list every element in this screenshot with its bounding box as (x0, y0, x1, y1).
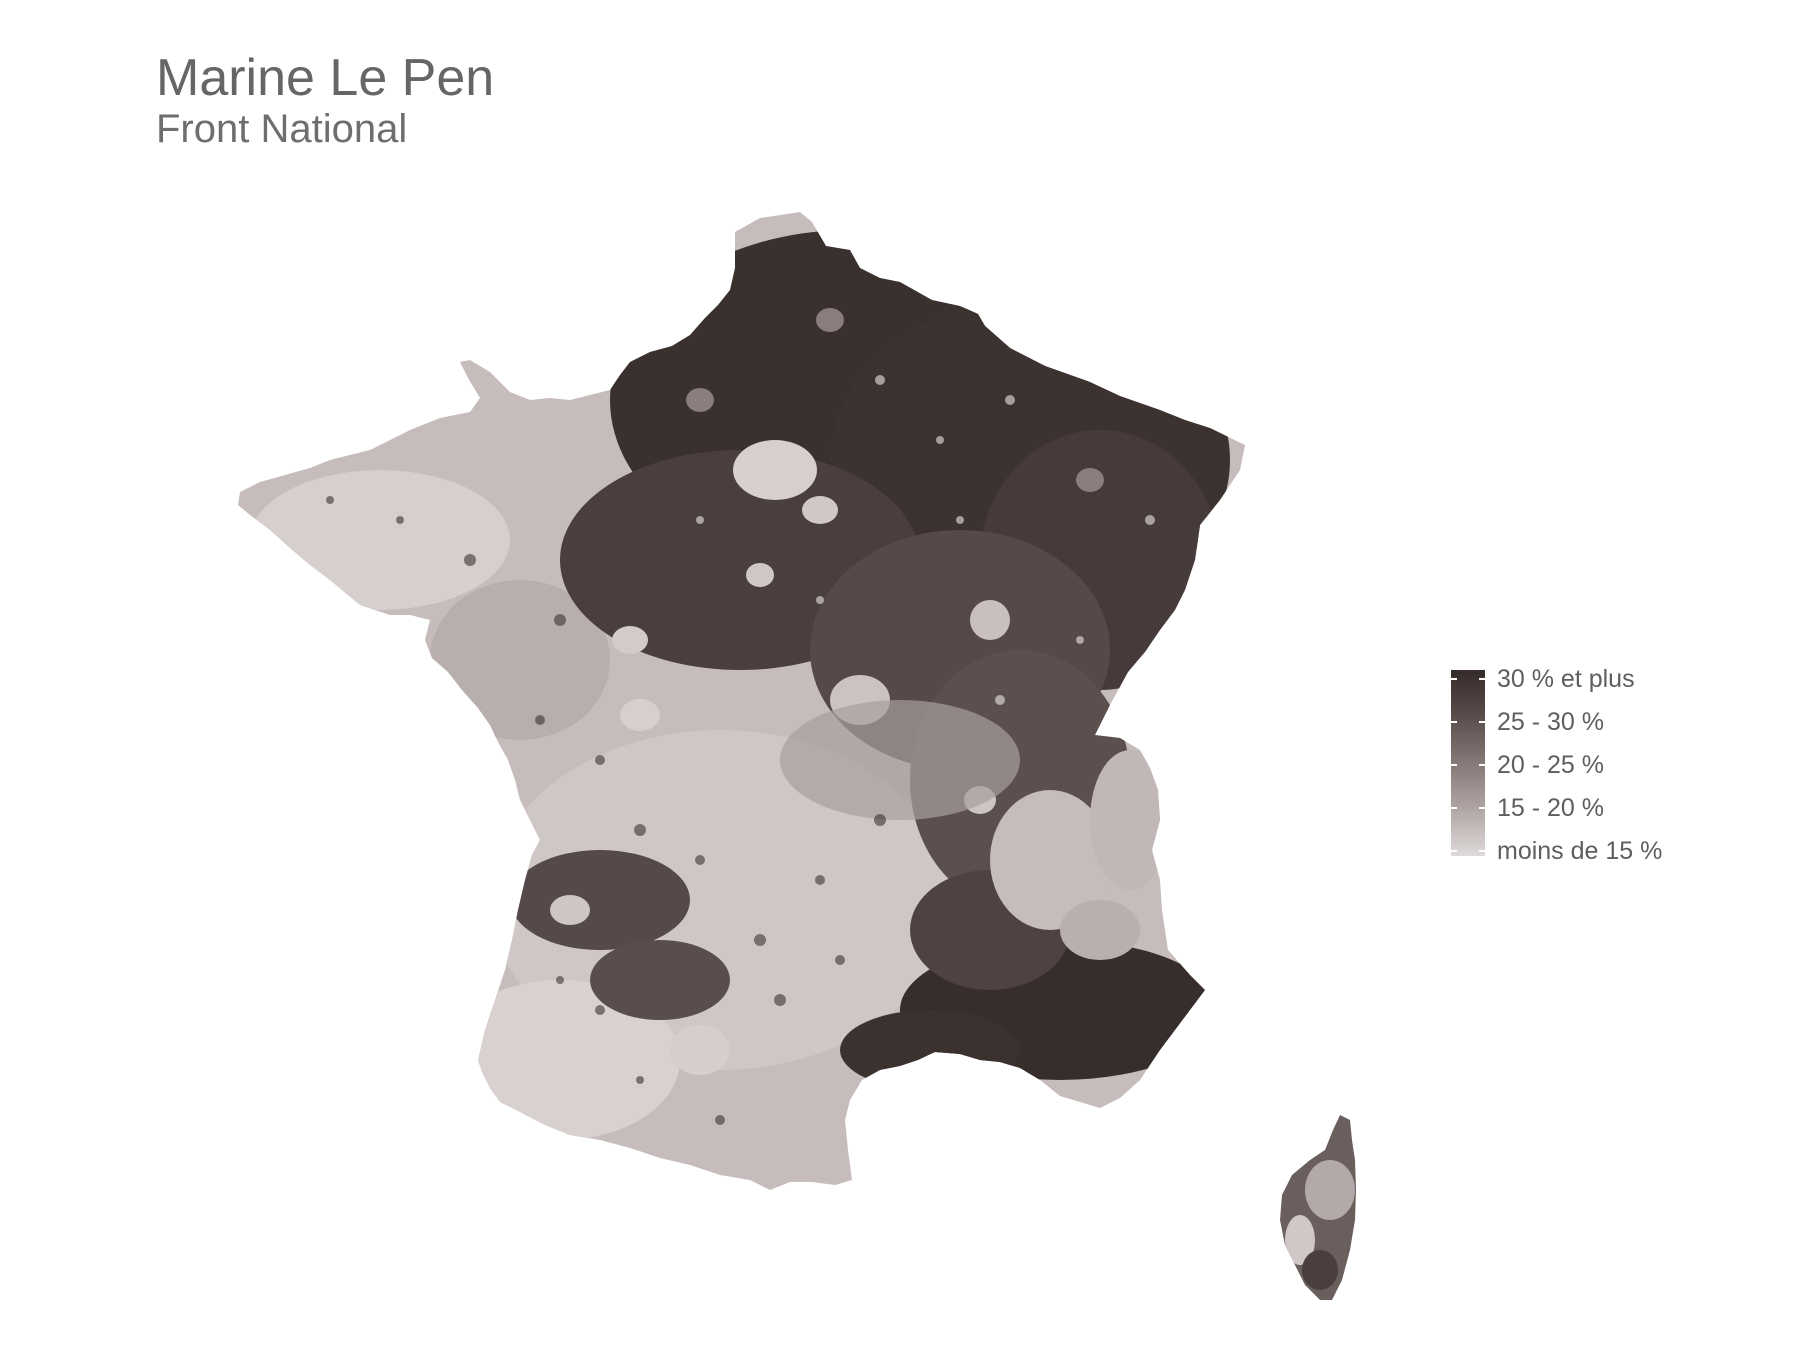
legend-label-under-15: moins de 15 % (1497, 837, 1663, 865)
france-mainland (238, 212, 1245, 1190)
legend-label-30-plus: 30 % et plus (1497, 665, 1635, 693)
legend-label-15-20: 15 - 20 % (1497, 794, 1605, 822)
legend-colorbar (1451, 670, 1485, 856)
corsica (1280, 1115, 1356, 1300)
map-title: Marine Le Pen (156, 49, 495, 107)
legend-label-20-25: 20 - 25 % (1497, 751, 1605, 779)
map-subtitle: Front National (156, 107, 408, 151)
legend: 30 % et plus 25 - 30 % 20 - 25 % 15 - 20… (1451, 665, 1691, 865)
legend-label-25-30: 25 - 30 % (1497, 708, 1605, 736)
